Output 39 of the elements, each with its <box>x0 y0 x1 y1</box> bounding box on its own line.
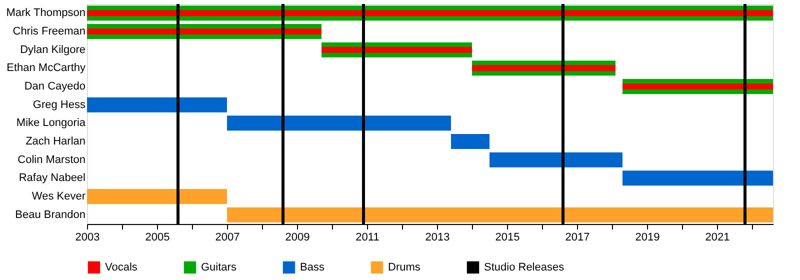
y-tick-label: Dylan Kilgore <box>20 44 86 56</box>
bar <box>451 134 490 149</box>
y-tick-label: Chris Freeman <box>12 26 86 38</box>
y-tick-label: Beau Brandon <box>15 208 86 221</box>
bar <box>472 65 616 72</box>
bar <box>227 207 773 222</box>
y-tick-label: Colin Marston <box>18 154 86 166</box>
x-tick-label: 2021 <box>705 232 730 244</box>
x-tick-label: 2007 <box>215 232 240 244</box>
x-tick-label: 2005 <box>145 232 170 244</box>
bar <box>622 170 773 186</box>
y-tick-label: Mike Longoria <box>16 117 86 130</box>
y-tick-label: Greg Hess <box>32 98 86 111</box>
legend-label: Guitars <box>201 261 237 274</box>
y-tick-label: Zach Harlan <box>26 136 86 148</box>
x-tick-label: 2003 <box>75 232 100 244</box>
x-tick-label: 2009 <box>285 232 310 244</box>
legend-label: Vocals <box>105 261 138 274</box>
legend-label: Studio Releases <box>484 261 565 274</box>
bar <box>87 10 773 16</box>
bar <box>87 97 227 112</box>
y-tick-label: Dan Cayedo <box>24 80 86 92</box>
y-tick-label: Wes Kever <box>32 190 86 202</box>
x-tick-label: 2017 <box>565 232 590 244</box>
y-tick-label: Mark Thompson <box>6 7 86 20</box>
x-tick-label: 2019 <box>635 232 660 244</box>
legend-label: Bass <box>300 261 325 274</box>
bar <box>87 189 227 204</box>
y-tick-label: Ethan McCarthy <box>6 62 86 74</box>
bar <box>322 46 472 53</box>
legend-label: Drums <box>388 261 421 274</box>
bar <box>87 28 322 34</box>
y-tick-label: Rafay Nabeel <box>18 172 86 184</box>
bar <box>622 84 773 90</box>
x-tick-label: 2015 <box>495 232 520 244</box>
bar <box>227 116 451 131</box>
x-tick-label: 2013 <box>425 232 450 244</box>
x-tick-label: 2011 <box>356 232 380 244</box>
bar <box>490 152 622 168</box>
